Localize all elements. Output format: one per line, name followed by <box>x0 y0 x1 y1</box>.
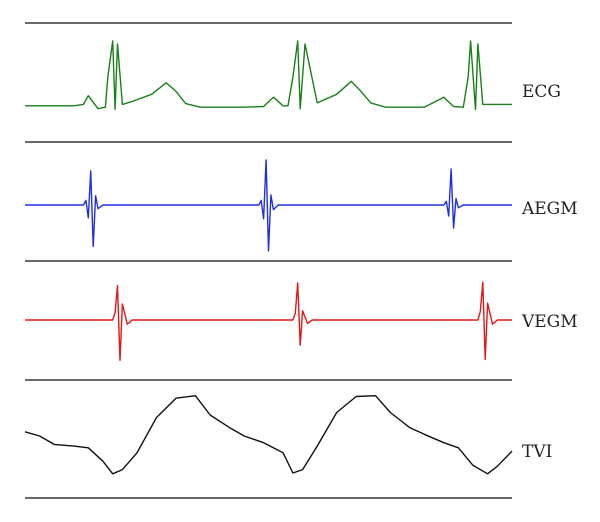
trace-aegm <box>25 159 512 252</box>
label-ecg: ECG <box>522 82 561 102</box>
trace-tvi <box>24 395 513 475</box>
label-vegm: VEGM <box>521 312 578 332</box>
trace-vegm <box>25 281 512 361</box>
label-tvi: TVI <box>522 442 552 462</box>
trace-ecg <box>25 40 512 111</box>
label-aegm: AEGM <box>521 199 578 219</box>
